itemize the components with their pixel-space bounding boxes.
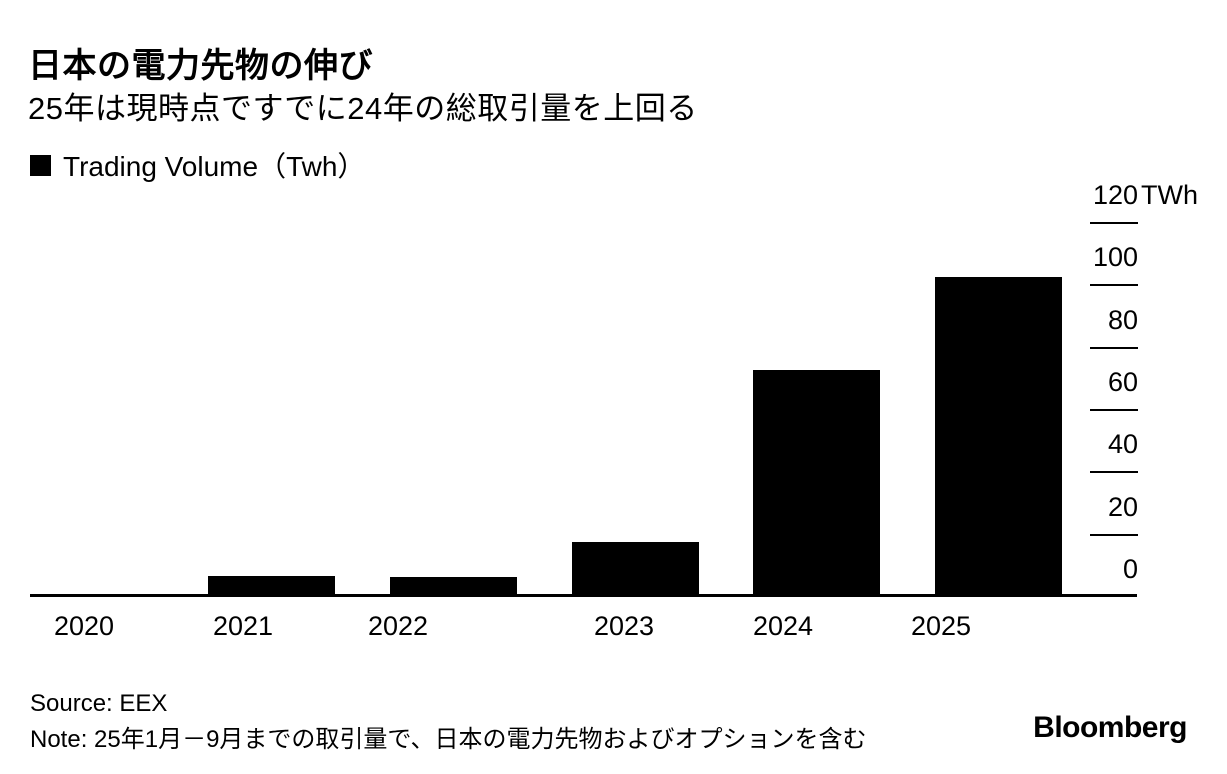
x-axis-label-2025: 2025 xyxy=(910,611,972,641)
y-tick-80 xyxy=(1090,347,1138,349)
y-tick-label-0: 0 xyxy=(1122,554,1138,584)
y-axis-unit: TWh xyxy=(1141,180,1198,210)
bar-2024 xyxy=(753,370,880,597)
bar-2021 xyxy=(208,576,335,597)
y-tick-label-100: 100 xyxy=(1092,242,1138,272)
bloomberg-logo: Bloomberg xyxy=(1033,711,1187,744)
x-axis-label-2021: 2021 xyxy=(212,611,274,641)
x-axis-label-2023: 2023 xyxy=(593,611,655,641)
y-tick-40 xyxy=(1090,471,1138,473)
legend-label: Trading Volume（Twh） xyxy=(63,151,366,182)
y-tick-120 xyxy=(1090,222,1138,224)
y-tick-label-120: 120 xyxy=(1092,180,1138,210)
bar-2025 xyxy=(935,277,1062,597)
y-tick-100 xyxy=(1090,284,1138,286)
y-tick-label-60: 60 xyxy=(1107,367,1138,397)
chart-subtitle: 25年は現時点ですでに24年の総取引量を上回る xyxy=(28,91,698,126)
legend: Trading Volume（Twh） xyxy=(30,145,365,185)
x-axis-label-2022: 2022 xyxy=(367,611,429,641)
legend-swatch xyxy=(30,154,51,176)
y-tick-label-80: 80 xyxy=(1107,305,1138,335)
y-tick-20 xyxy=(1090,534,1138,536)
x-axis-line xyxy=(30,594,1137,597)
bar-2023 xyxy=(572,542,699,597)
x-axis-label-2020: 2020 xyxy=(53,611,115,641)
y-tick-label-20: 20 xyxy=(1107,492,1138,522)
source-text: Source: EEX xyxy=(30,690,168,717)
chart-title: 日本の電力先物の伸び xyxy=(28,47,373,85)
y-tick-label-40: 40 xyxy=(1107,429,1138,459)
note-text: Note: 25年1月－9月までの取引量で、日本の電力先物およびオプションを含む xyxy=(30,726,867,753)
bar-2022 xyxy=(390,577,517,597)
x-axis-label-2024: 2024 xyxy=(752,611,814,641)
y-tick-60 xyxy=(1090,409,1138,411)
